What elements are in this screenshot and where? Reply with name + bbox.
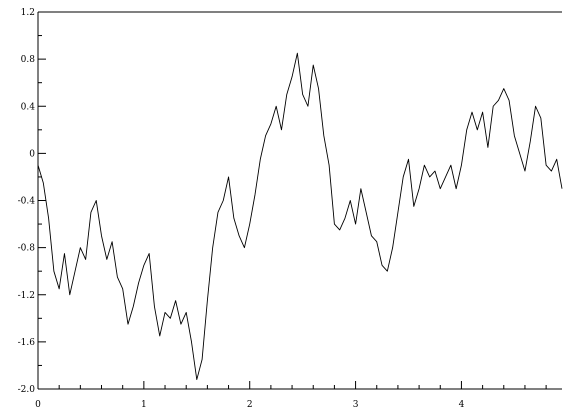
y-tick-label: -1.6 [18,338,36,348]
y-tick-label: -0.4 [18,197,36,207]
plot-frame [37,11,562,390]
x-tick-label: 1 [141,400,147,410]
y-tick-label: 0.8 [21,55,36,65]
y-tick-label: -2.0 [18,385,36,395]
y-tick-label: -1.2 [18,291,35,301]
series-line [37,52,563,381]
series-layer [37,52,563,381]
axis-tick-labels: 0 1 2 3 4 1.2 0.8 0.4 0 -0.4 -0.8 -1.2 -1.6 -2.0 [18,8,465,410]
x-tick-label: 2 [247,400,253,410]
y-tick-label: 0 [29,149,35,159]
x-tick-label: 0 [35,400,41,410]
y-tick-label: -0.8 [18,244,36,254]
axis-ticks [37,11,547,390]
x-tick-label: 3 [353,400,359,410]
y-tick-label: 0.4 [21,102,36,112]
y-tick-label: 1.2 [21,8,35,18]
x-tick-label: 4 [459,400,465,410]
